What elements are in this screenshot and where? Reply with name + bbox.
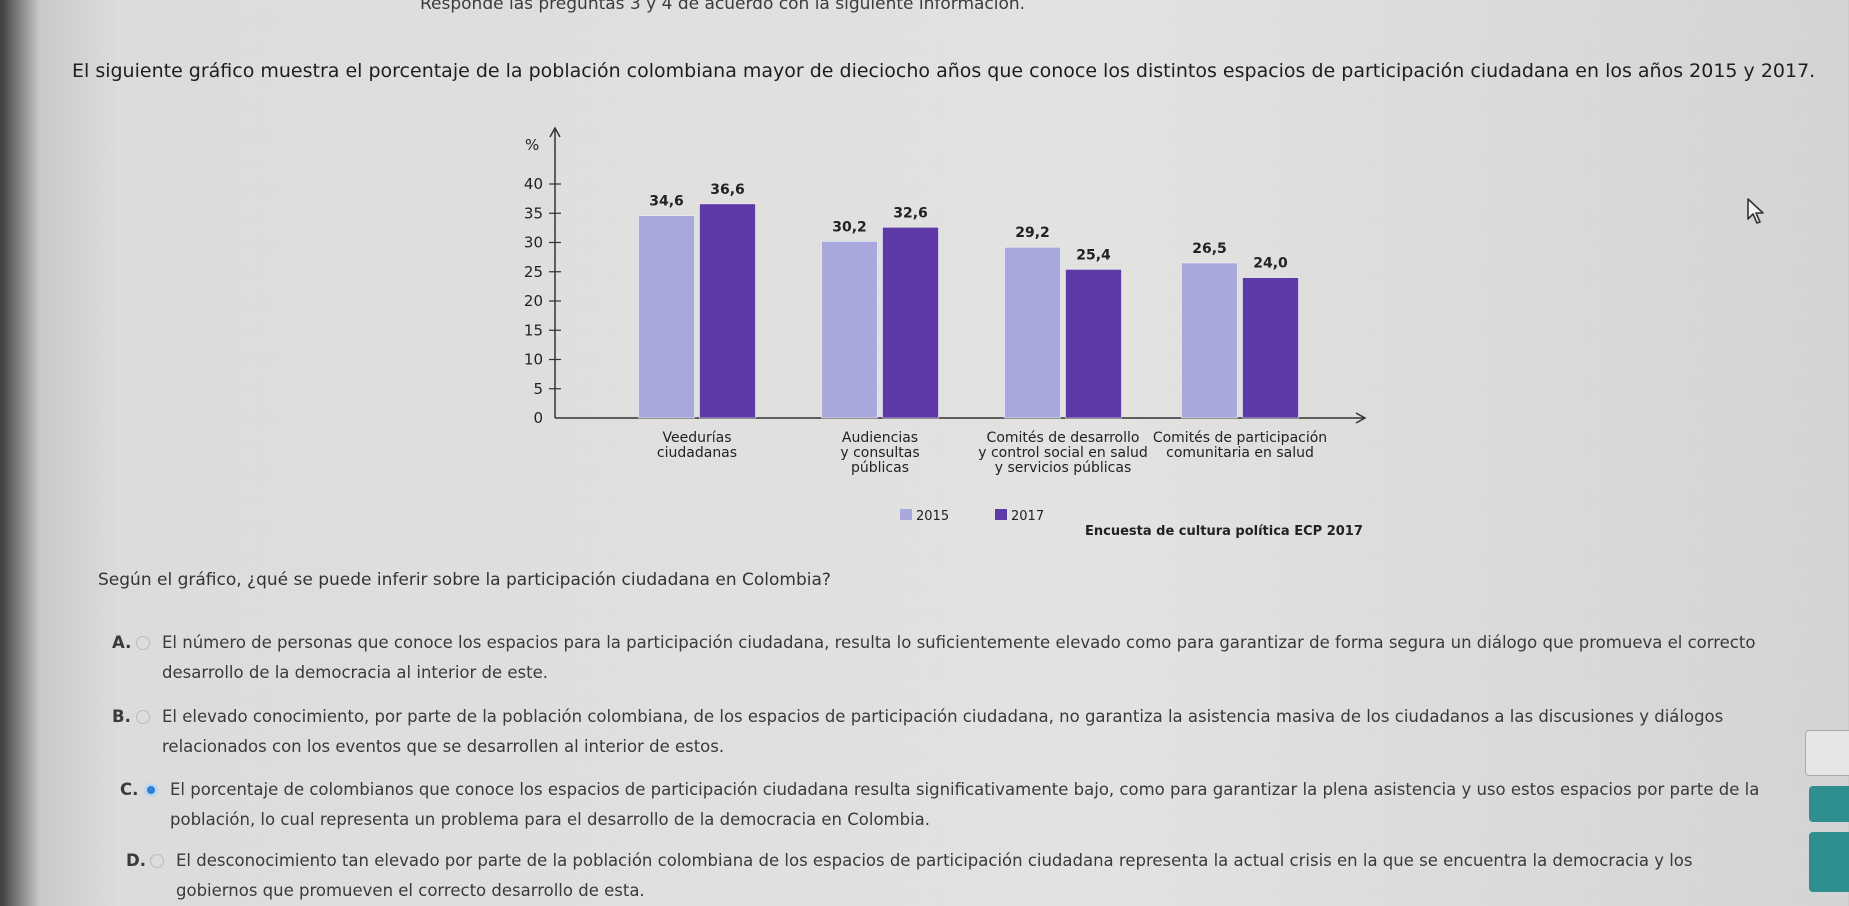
data-label: 29,2 <box>1015 225 1050 241</box>
y-tick-label: 40 <box>524 175 543 193</box>
y-tick-label: 15 <box>524 321 543 339</box>
intro-paragraph: El siguiente gráfico muestra el porcenta… <box>72 60 1816 82</box>
option-letter: A. <box>112 633 132 652</box>
mouse-pointer-icon <box>1747 198 1764 224</box>
category-label: y control social en salud <box>978 445 1148 461</box>
y-tick-label: 0 <box>533 409 543 427</box>
data-label: 30,2 <box>832 219 867 235</box>
category-label: y consultas <box>840 445 919 461</box>
category-label: comunitaria en salud <box>1166 445 1314 461</box>
y-tick-label: 25 <box>524 263 543 281</box>
option-d-text: El desconocimiento tan elevado por parte… <box>176 851 1693 900</box>
category-label: Comités de desarrollo <box>987 430 1140 446</box>
category-label: Veedurías <box>663 430 732 446</box>
y-tick-label: 35 <box>524 204 543 222</box>
legend-swatch <box>995 509 1007 520</box>
bar <box>1242 277 1299 419</box>
y-tick-label: 5 <box>533 380 543 398</box>
option-a-radio[interactable] <box>136 636 150 650</box>
option-letter: C. <box>120 780 139 799</box>
option-d[interactable]: D. El desconocimiento tan elevado por pa… <box>126 846 1766 906</box>
legend-swatch <box>900 509 912 520</box>
option-letter: D. <box>126 851 146 870</box>
option-a-text: El número de personas que conoce los esp… <box>162 633 1756 682</box>
option-c-text: El porcentaje de colombianos que conoce … <box>170 780 1760 829</box>
bar <box>1181 262 1238 419</box>
bar <box>1004 246 1061 419</box>
data-label: 34,6 <box>649 194 684 210</box>
option-letter: B. <box>112 707 131 726</box>
bar <box>882 227 939 419</box>
legend-label: 2015 <box>916 509 949 524</box>
legend-label: 2017 <box>1011 509 1044 524</box>
bar-chart: % 0 5 10 15 20 25 30 35 40 34,6 36,6 Veeduríasciudad… <box>524 126 1367 539</box>
option-d-radio[interactable] <box>150 854 164 868</box>
option-a[interactable]: A. El número de personas que conoce los … <box>112 628 1762 688</box>
option-b-radio[interactable] <box>136 710 150 724</box>
category-label: ciudadanas <box>657 445 737 461</box>
data-label: 36,6 <box>710 182 745 198</box>
bar <box>638 215 695 419</box>
y-axis-label: % <box>525 136 539 154</box>
side-tab[interactable] <box>1809 786 1849 822</box>
category-label: Comités de participación <box>1153 430 1327 446</box>
side-tab[interactable] <box>1809 832 1849 892</box>
option-c[interactable]: C. El porcentaje de colombianos que cono… <box>120 775 1760 835</box>
side-panel-box[interactable] <box>1805 730 1849 776</box>
y-tick-label: 20 <box>524 292 543 310</box>
option-c-radio[interactable] <box>144 783 158 797</box>
bar <box>699 203 756 419</box>
question-text: Según el gráfico, ¿qué se puede inferir … <box>98 570 831 590</box>
y-axis-arrow <box>549 126 561 138</box>
option-b[interactable]: B. El elevado conocimiento, por parte de… <box>112 702 1752 762</box>
category-label: y servicios públicas <box>995 460 1131 476</box>
category-label: públicas <box>851 460 909 476</box>
instruction-line: Responde las preguntas 3 y 4 de acuerdo … <box>420 0 1026 14</box>
source-note: Encuesta de cultura política ECP 2017 <box>1085 524 1363 539</box>
y-tick-label: 10 <box>524 351 543 369</box>
bar <box>821 241 878 419</box>
data-label: 32,6 <box>893 205 928 221</box>
bar <box>1065 269 1122 419</box>
data-label: 25,4 <box>1076 247 1111 263</box>
category-label: Audiencias <box>842 430 918 446</box>
x-axis-arrow <box>1355 412 1367 424</box>
data-label: 26,5 <box>1192 241 1227 257</box>
data-label: 24,0 <box>1253 256 1288 272</box>
option-b-text: El elevado conocimiento, por parte de la… <box>162 707 1724 756</box>
y-tick-label: 30 <box>524 234 543 252</box>
